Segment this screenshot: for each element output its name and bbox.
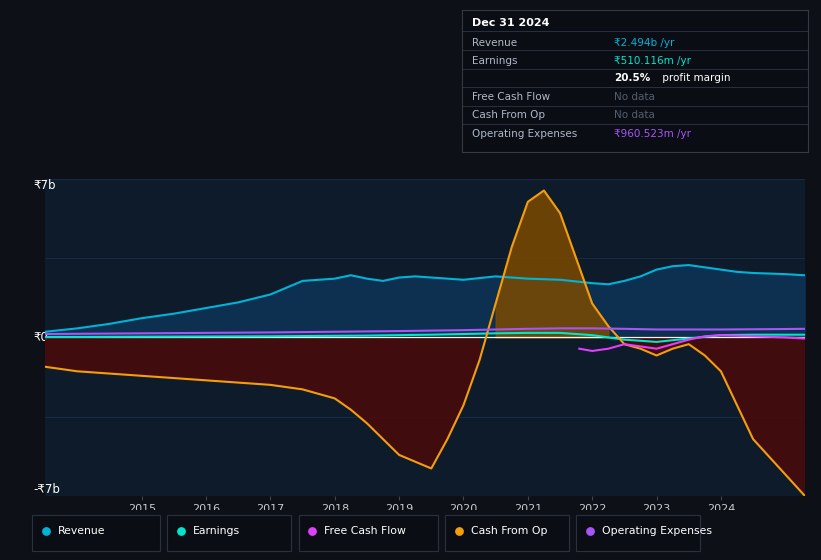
Point bbox=[584, 526, 597, 535]
Text: Free Cash Flow: Free Cash Flow bbox=[324, 526, 406, 536]
Text: ₹2.494b /yr: ₹2.494b /yr bbox=[614, 38, 675, 48]
Text: Free Cash Flow: Free Cash Flow bbox=[472, 92, 551, 101]
Text: No data: No data bbox=[614, 110, 655, 120]
Text: 20.5%: 20.5% bbox=[614, 73, 650, 83]
Text: Revenue: Revenue bbox=[57, 526, 105, 536]
Text: No data: No data bbox=[614, 92, 655, 101]
Text: ₹0: ₹0 bbox=[34, 331, 48, 344]
Text: ₹960.523m /yr: ₹960.523m /yr bbox=[614, 129, 691, 138]
Text: Cash From Op: Cash From Op bbox=[472, 110, 545, 120]
Point bbox=[306, 526, 319, 535]
Point bbox=[452, 526, 466, 535]
Text: ₹510.116m /yr: ₹510.116m /yr bbox=[614, 56, 691, 66]
Text: Earnings: Earnings bbox=[472, 56, 518, 66]
Point bbox=[39, 526, 53, 535]
Point bbox=[175, 526, 188, 535]
Text: Operating Expenses: Operating Expenses bbox=[602, 526, 712, 536]
Text: Earnings: Earnings bbox=[193, 526, 240, 536]
Text: Operating Expenses: Operating Expenses bbox=[472, 129, 578, 138]
Text: Dec 31 2024: Dec 31 2024 bbox=[472, 18, 550, 28]
Text: Cash From Op: Cash From Op bbox=[470, 526, 547, 536]
Text: profit margin: profit margin bbox=[659, 73, 731, 83]
FancyBboxPatch shape bbox=[299, 515, 438, 552]
Text: ₹7b: ₹7b bbox=[34, 179, 57, 192]
FancyBboxPatch shape bbox=[167, 515, 291, 552]
FancyBboxPatch shape bbox=[445, 515, 569, 552]
FancyBboxPatch shape bbox=[576, 515, 700, 552]
Text: -₹7b: -₹7b bbox=[34, 483, 61, 496]
FancyBboxPatch shape bbox=[32, 515, 159, 552]
Text: Revenue: Revenue bbox=[472, 38, 517, 48]
